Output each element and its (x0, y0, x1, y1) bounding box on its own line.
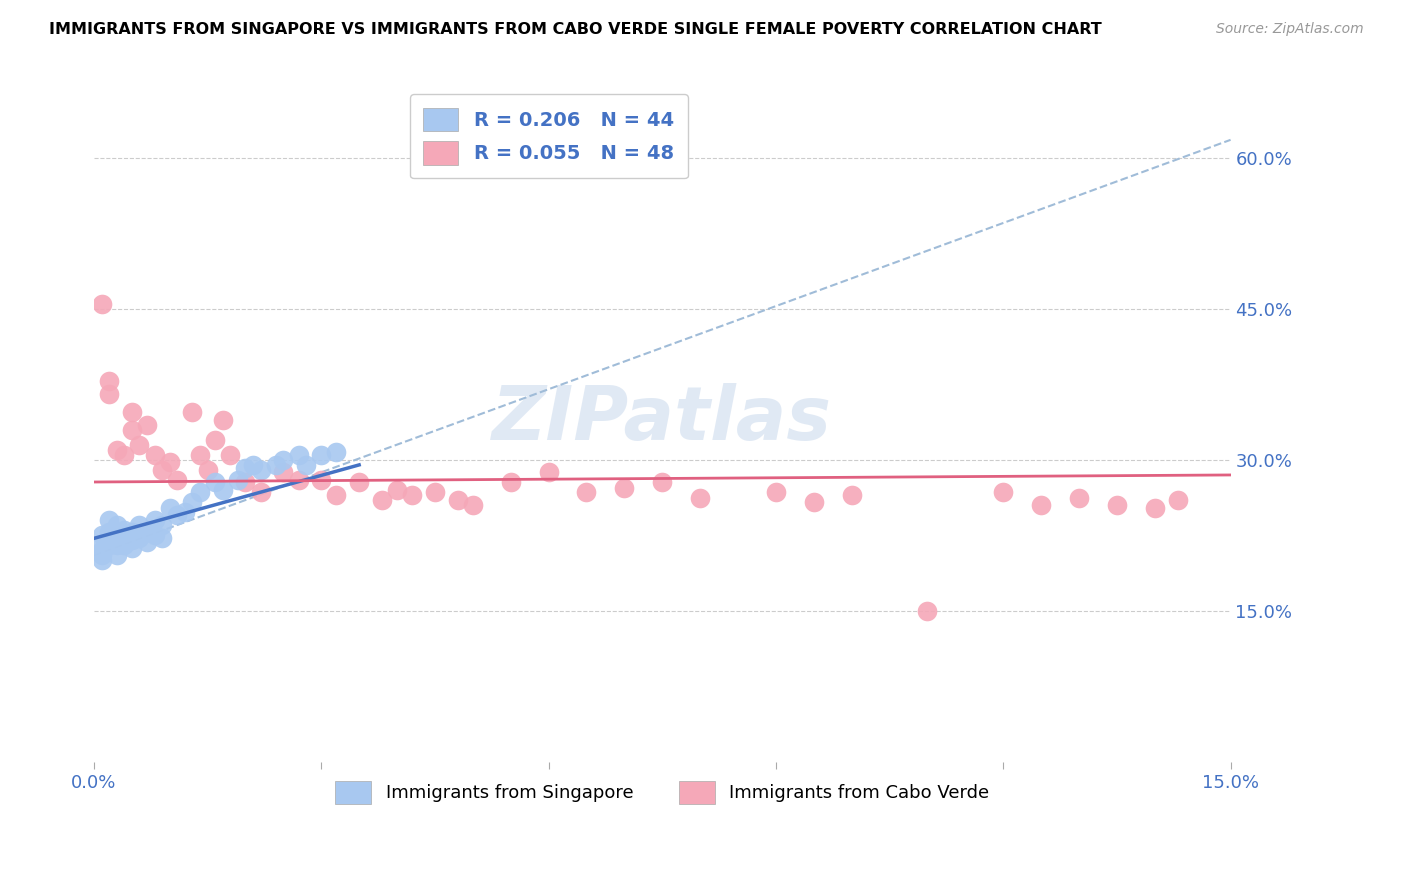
Point (1143, 501, 1166, 516)
Text: ZIPatlas: ZIPatlas (492, 383, 832, 456)
Legend: Immigrants from Singapore, Immigrants from Cabo Verde: Immigrants from Singapore, Immigrants fr… (325, 771, 1000, 814)
Point (143, 528, 166, 542)
Point (211, 412, 233, 426)
Point (121, 533, 143, 548)
Point (447, 493, 470, 508)
Point (249, 463, 271, 477)
Point (309, 473, 332, 487)
Point (90, 543, 112, 558)
Point (150, 532, 173, 546)
Point (136, 525, 159, 540)
Point (173, 505, 195, 519)
Point (273, 465, 295, 479)
Point (128, 518, 150, 533)
Text: IMMIGRANTS FROM SINGAPORE VS IMMIGRANTS FROM CABO VERDE SINGLE FEMALE POVERTY CO: IMMIGRANTS FROM SINGAPORE VS IMMIGRANTS … (49, 22, 1102, 37)
Point (219, 448, 242, 462)
Point (112, 448, 135, 462)
Point (235, 475, 257, 489)
Point (98, 538, 121, 552)
Point (575, 485, 598, 500)
Point (121, 423, 143, 437)
Point (211, 483, 233, 497)
Point (235, 461, 257, 475)
Point (98, 532, 121, 546)
Point (309, 448, 332, 462)
Point (121, 404, 143, 418)
Point (159, 501, 181, 516)
Point (204, 433, 226, 447)
Point (150, 518, 173, 533)
Point (112, 532, 135, 546)
Point (90, 553, 112, 567)
Point (112, 524, 135, 538)
Point (166, 508, 188, 523)
Point (287, 473, 309, 487)
Point (105, 518, 128, 533)
Point (347, 475, 370, 489)
Point (295, 458, 318, 472)
Point (105, 538, 128, 552)
Point (197, 463, 219, 477)
Point (242, 458, 264, 472)
Point (98, 513, 121, 527)
Point (226, 473, 249, 487)
Point (287, 448, 309, 462)
Point (613, 481, 636, 495)
Point (689, 491, 711, 505)
Point (499, 475, 522, 489)
Point (143, 448, 166, 462)
Point (105, 549, 128, 563)
Point (841, 488, 863, 502)
Point (273, 453, 295, 467)
Point (136, 417, 159, 432)
Point (181, 495, 204, 509)
Point (121, 525, 143, 540)
Point (136, 535, 159, 549)
Point (121, 541, 143, 556)
Point (150, 463, 173, 477)
Point (325, 445, 347, 459)
Point (105, 442, 128, 457)
Point (917, 604, 939, 618)
Point (90, 549, 112, 563)
Point (90, 528, 112, 542)
Point (651, 475, 673, 489)
Point (98, 525, 121, 540)
Point (461, 498, 484, 512)
Point (98, 387, 121, 401)
Point (371, 493, 394, 508)
Point (249, 485, 271, 500)
Point (112, 538, 135, 552)
Point (143, 513, 166, 527)
Point (105, 528, 128, 542)
Point (128, 532, 150, 546)
Point (264, 458, 287, 472)
Point (181, 404, 204, 418)
Point (1167, 493, 1189, 508)
Point (1067, 491, 1090, 505)
Point (401, 488, 423, 502)
Point (159, 455, 181, 469)
Point (98, 375, 121, 389)
Point (993, 485, 1015, 500)
Point (1031, 498, 1053, 512)
Point (188, 485, 211, 500)
Point (166, 473, 188, 487)
Point (803, 495, 825, 509)
Point (90, 297, 112, 311)
Point (1105, 498, 1128, 512)
Point (90, 538, 112, 552)
Point (765, 485, 787, 500)
Point (423, 485, 446, 500)
Point (128, 438, 150, 452)
Point (188, 448, 211, 462)
Point (204, 475, 226, 489)
Text: Source: ZipAtlas.com: Source: ZipAtlas.com (1216, 22, 1364, 37)
Point (385, 483, 408, 497)
Point (325, 488, 347, 502)
Point (537, 465, 560, 479)
